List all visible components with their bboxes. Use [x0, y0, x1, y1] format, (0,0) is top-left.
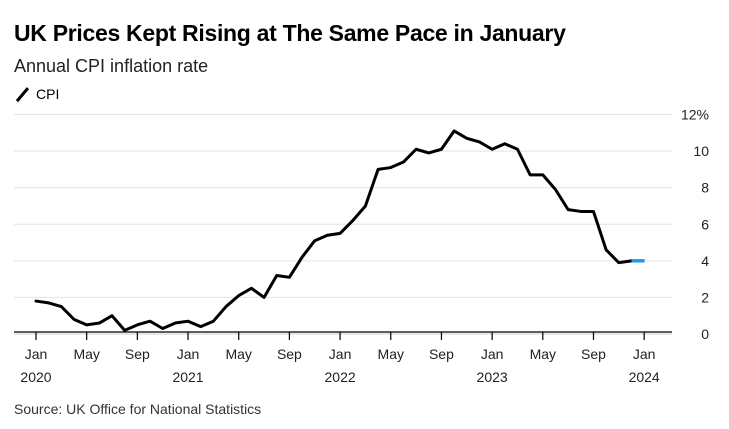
data-point-cpi — [288, 276, 290, 278]
x-tick-label: Sep — [277, 346, 302, 362]
x-tick-year-label: 2022 — [325, 369, 356, 385]
y-tick-label: 12% — [681, 107, 709, 123]
x-tick-label: Sep — [429, 346, 454, 362]
source-note: Source: UK Office for National Statistic… — [14, 401, 262, 417]
data-point-cpi — [428, 152, 430, 154]
x-tick-label: Jan — [25, 346, 48, 362]
y-tick-label: 6 — [701, 216, 709, 232]
data-point-cpi — [98, 322, 100, 324]
series-layer — [34, 129, 645, 332]
data-point-cpi — [377, 168, 379, 170]
x-tick-label: Jan — [329, 346, 352, 362]
x-tick-label: Jan — [177, 346, 200, 362]
data-point-cpi — [149, 320, 151, 322]
y-axis-tick-labels: 0 2 4 6 8 10 12% — [681, 107, 709, 343]
data-point-cpi — [301, 256, 303, 258]
data-point-cpi — [136, 324, 138, 326]
x-tick-year-label: 2023 — [477, 369, 508, 385]
data-point-cpi — [111, 315, 113, 317]
data-point-cpi — [60, 305, 62, 307]
x-tick-label: Jan — [633, 346, 656, 362]
y-tick-label: 2 — [701, 289, 709, 305]
data-point-cpi — [554, 188, 556, 190]
data-point-cpi — [453, 130, 455, 132]
data-point-cpi — [212, 320, 214, 322]
data-point-cpi — [605, 249, 607, 251]
y-tick-label: 0 — [701, 326, 709, 342]
data-point-cpi — [618, 261, 620, 263]
data-point-cpi — [364, 205, 366, 207]
data-point-cpi — [390, 166, 392, 168]
data-point-cpi — [542, 174, 544, 176]
x-tick-year-label: 2021 — [172, 369, 203, 385]
data-point-cpi — [529, 174, 531, 176]
y-tick-label: 4 — [701, 253, 709, 269]
x-tick-label: May — [225, 346, 251, 362]
data-point-cpi — [314, 240, 316, 242]
data-point-cpi — [73, 318, 75, 320]
data-point-cpi — [478, 141, 480, 143]
data-point-cpi — [225, 305, 227, 307]
data-point-cpi — [580, 210, 582, 212]
data-point-cpi — [123, 329, 125, 331]
x-axis: Jan 2020 May Sep Jan 2021 May Sep Jan 2022 May Sep J… — [14, 331, 672, 385]
data-point-cpi — [440, 148, 442, 150]
data-point-cpi — [250, 287, 252, 289]
x-tick-label: May — [378, 346, 404, 362]
series-line-cpi — [34, 129, 633, 332]
x-tick-label: May — [73, 346, 99, 362]
data-point-cpi — [85, 324, 87, 326]
y-tick-label: 10 — [693, 143, 709, 159]
data-point-cpi — [47, 302, 49, 304]
data-point-cpi — [187, 320, 189, 322]
data-point-cpi — [326, 234, 328, 236]
y-tick-label: 8 — [701, 180, 709, 196]
data-point-cpi — [339, 232, 341, 234]
data-point-cpi — [352, 219, 354, 221]
x-tick-label: May — [530, 346, 556, 362]
data-point-cpi — [592, 210, 594, 212]
gridlines — [14, 114, 672, 335]
legend: CPI — [14, 86, 59, 102]
data-point-cpi — [263, 296, 265, 298]
x-tick-label: Jan — [481, 346, 504, 362]
data-point-cpi — [504, 143, 506, 145]
data-point-cpi — [491, 148, 493, 150]
data-point-cpi — [238, 294, 240, 296]
data-point-cpi — [35, 300, 37, 302]
data-point-cpi — [415, 148, 417, 150]
x-tick-label: Sep — [581, 346, 606, 362]
data-point-cpi — [567, 208, 569, 210]
chart-title: UK Prices Kept Rising at The Same Pace i… — [14, 20, 566, 46]
data-point-cpi — [174, 322, 176, 324]
legend-label-cpi: CPI — [36, 86, 60, 102]
data-point-cpi — [276, 274, 278, 276]
data-point-cpi — [466, 137, 468, 139]
data-point-cpi — [162, 327, 164, 329]
data-point-cpi — [200, 325, 202, 327]
x-tick-label: Sep — [125, 346, 150, 362]
data-point-cpi — [402, 161, 404, 163]
data-point-cpi — [516, 148, 518, 150]
x-tick-year-label: 2024 — [629, 369, 660, 385]
x-tick-year-label: 2020 — [20, 369, 51, 385]
chart-subtitle: Annual CPI inflation rate — [14, 56, 209, 76]
